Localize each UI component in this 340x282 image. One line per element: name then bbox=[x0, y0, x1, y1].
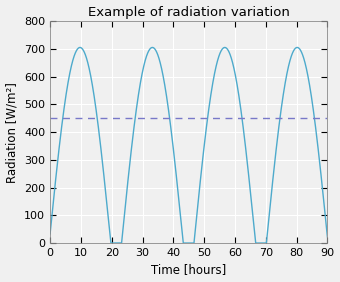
Y-axis label: Radiation [W/m²]: Radiation [W/m²] bbox=[5, 81, 19, 182]
X-axis label: Time [hours]: Time [hours] bbox=[151, 263, 226, 276]
Title: Example of radiation variation: Example of radiation variation bbox=[88, 6, 290, 19]
